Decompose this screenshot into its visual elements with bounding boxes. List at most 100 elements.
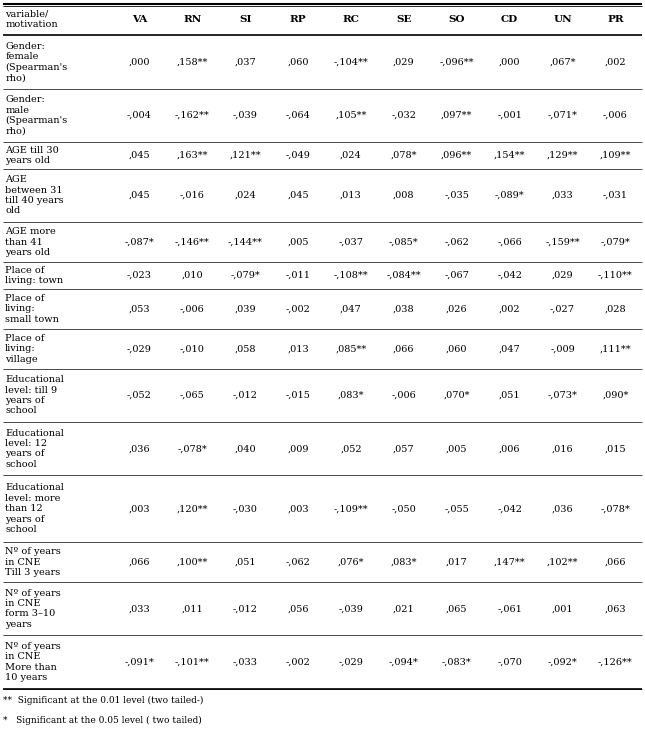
Text: ,045: ,045 bbox=[129, 151, 150, 160]
Text: -,031: -,031 bbox=[603, 191, 628, 200]
Text: -,108**: -,108** bbox=[333, 271, 368, 280]
Text: -,006: -,006 bbox=[603, 111, 628, 120]
Text: -,065: -,065 bbox=[180, 391, 204, 400]
Text: -,071*: -,071* bbox=[548, 111, 577, 120]
Text: ,005: ,005 bbox=[446, 444, 468, 453]
Text: Educational
level: 12
years of
school: Educational level: 12 years of school bbox=[5, 429, 64, 469]
Text: Nº of years
in CNE
Till 3 years: Nº of years in CNE Till 3 years bbox=[5, 547, 61, 577]
Text: -,101**: -,101** bbox=[175, 658, 210, 666]
Text: -,033: -,033 bbox=[233, 658, 258, 666]
Text: ,036: ,036 bbox=[129, 444, 150, 453]
Text: ,060: ,060 bbox=[446, 344, 468, 353]
Text: ,017: ,017 bbox=[446, 557, 468, 567]
Text: -,094*: -,094* bbox=[389, 658, 419, 666]
Text: ,045: ,045 bbox=[129, 191, 150, 200]
Text: SI: SI bbox=[239, 15, 252, 24]
Text: -,062: -,062 bbox=[286, 557, 310, 567]
Text: RN: RN bbox=[183, 15, 201, 24]
Text: -,109**: -,109** bbox=[333, 504, 368, 513]
Text: ,033: ,033 bbox=[128, 604, 150, 613]
Text: ,010: ,010 bbox=[181, 271, 203, 280]
Text: ,016: ,016 bbox=[551, 444, 573, 453]
Text: ,121**: ,121** bbox=[230, 151, 261, 160]
Text: ,105**: ,105** bbox=[335, 111, 366, 120]
Text: -,073*: -,073* bbox=[548, 391, 577, 400]
Text: ,011: ,011 bbox=[181, 604, 203, 613]
Text: -,004: -,004 bbox=[127, 111, 152, 120]
Text: -,011: -,011 bbox=[286, 271, 311, 280]
Text: -,032: -,032 bbox=[392, 111, 417, 120]
Text: ,001: ,001 bbox=[551, 604, 573, 613]
Text: Place of
living:
small town: Place of living: small town bbox=[5, 293, 59, 324]
Text: ,013: ,013 bbox=[340, 191, 362, 200]
Text: ,047: ,047 bbox=[499, 344, 521, 353]
Text: -,062: -,062 bbox=[444, 238, 469, 247]
Text: ,000: ,000 bbox=[129, 57, 150, 66]
Text: ,053: ,053 bbox=[129, 304, 150, 314]
Text: -,023: -,023 bbox=[127, 271, 152, 280]
Text: -,016: -,016 bbox=[180, 191, 205, 200]
Text: -,084**: -,084** bbox=[386, 271, 421, 280]
Text: -,050: -,050 bbox=[392, 504, 416, 513]
Text: -,079*: -,079* bbox=[600, 238, 630, 247]
Text: -,067: -,067 bbox=[444, 271, 469, 280]
Text: -,039: -,039 bbox=[233, 111, 257, 120]
Text: -,104**: -,104** bbox=[333, 57, 368, 66]
Text: -,039: -,039 bbox=[339, 604, 363, 613]
Text: -,002: -,002 bbox=[286, 304, 310, 314]
Text: VA: VA bbox=[132, 15, 147, 24]
Text: -,042: -,042 bbox=[497, 504, 522, 513]
Text: variable/
motivation: variable/ motivation bbox=[5, 10, 58, 29]
Text: ,067*: ,067* bbox=[549, 57, 576, 66]
Text: ,036: ,036 bbox=[551, 504, 573, 513]
Text: ,058: ,058 bbox=[235, 344, 256, 353]
Text: -,029: -,029 bbox=[127, 344, 152, 353]
Text: AGE
between 31
till 40 years
old: AGE between 31 till 40 years old bbox=[5, 175, 64, 215]
Text: Educational
level: till 9
years of
school: Educational level: till 9 years of schoo… bbox=[5, 375, 64, 415]
Text: ,051: ,051 bbox=[499, 391, 521, 400]
Text: ,102**: ,102** bbox=[547, 557, 578, 567]
Text: RC: RC bbox=[342, 15, 359, 24]
Text: RP: RP bbox=[290, 15, 306, 24]
Text: ,021: ,021 bbox=[393, 604, 415, 613]
Text: -,146**: -,146** bbox=[175, 238, 210, 247]
Text: ,040: ,040 bbox=[234, 444, 256, 453]
Text: -,092*: -,092* bbox=[548, 658, 577, 666]
Text: -,066: -,066 bbox=[497, 238, 522, 247]
Text: ,047: ,047 bbox=[340, 304, 362, 314]
Text: ,066: ,066 bbox=[393, 344, 415, 353]
Text: CD: CD bbox=[501, 15, 518, 24]
Text: Gender:
female
(Spearman's
rho): Gender: female (Spearman's rho) bbox=[5, 42, 68, 82]
Text: -,035: -,035 bbox=[444, 191, 469, 200]
Text: ,158**: ,158** bbox=[177, 57, 208, 66]
Text: Nº of years
in CNE
form 3–10
years: Nº of years in CNE form 3–10 years bbox=[5, 588, 61, 629]
Text: ,090*: ,090* bbox=[602, 391, 628, 400]
Text: -,049: -,049 bbox=[286, 151, 310, 160]
Text: ,026: ,026 bbox=[446, 304, 468, 314]
Text: ,039: ,039 bbox=[234, 304, 256, 314]
Text: AGE till 30
years old: AGE till 30 years old bbox=[5, 146, 59, 165]
Text: -,078*: -,078* bbox=[177, 444, 207, 453]
Text: ,006: ,006 bbox=[499, 444, 521, 453]
Text: ,096**: ,096** bbox=[441, 151, 472, 160]
Text: Nº of years
in CNE
More than
10 years: Nº of years in CNE More than 10 years bbox=[5, 642, 61, 682]
Text: ,002: ,002 bbox=[604, 57, 626, 66]
Text: Gender:
male
(Spearman's
rho): Gender: male (Spearman's rho) bbox=[5, 95, 68, 135]
Text: ,028: ,028 bbox=[604, 304, 626, 314]
Text: *   Significant at the 0.05 level ( two tailed): * Significant at the 0.05 level ( two ta… bbox=[3, 716, 202, 725]
Text: ,083*: ,083* bbox=[391, 557, 417, 567]
Text: -,037: -,037 bbox=[339, 238, 364, 247]
Text: ,037: ,037 bbox=[234, 57, 256, 66]
Text: SE: SE bbox=[396, 15, 412, 24]
Text: ,051: ,051 bbox=[234, 557, 256, 567]
Text: -,006: -,006 bbox=[180, 304, 204, 314]
Text: -,029: -,029 bbox=[339, 658, 363, 666]
Text: -,064: -,064 bbox=[286, 111, 310, 120]
Text: **  Significant at the 0.01 level (two tailed-): ** Significant at the 0.01 level (two ta… bbox=[3, 696, 204, 705]
Text: ,038: ,038 bbox=[393, 304, 415, 314]
Text: ,065: ,065 bbox=[446, 604, 468, 613]
Text: -,027: -,027 bbox=[550, 304, 575, 314]
Text: Educational
level: more
than 12
years of
school: Educational level: more than 12 years of… bbox=[5, 484, 64, 534]
Text: -,078*: -,078* bbox=[600, 504, 630, 513]
Text: ,066: ,066 bbox=[129, 557, 150, 567]
